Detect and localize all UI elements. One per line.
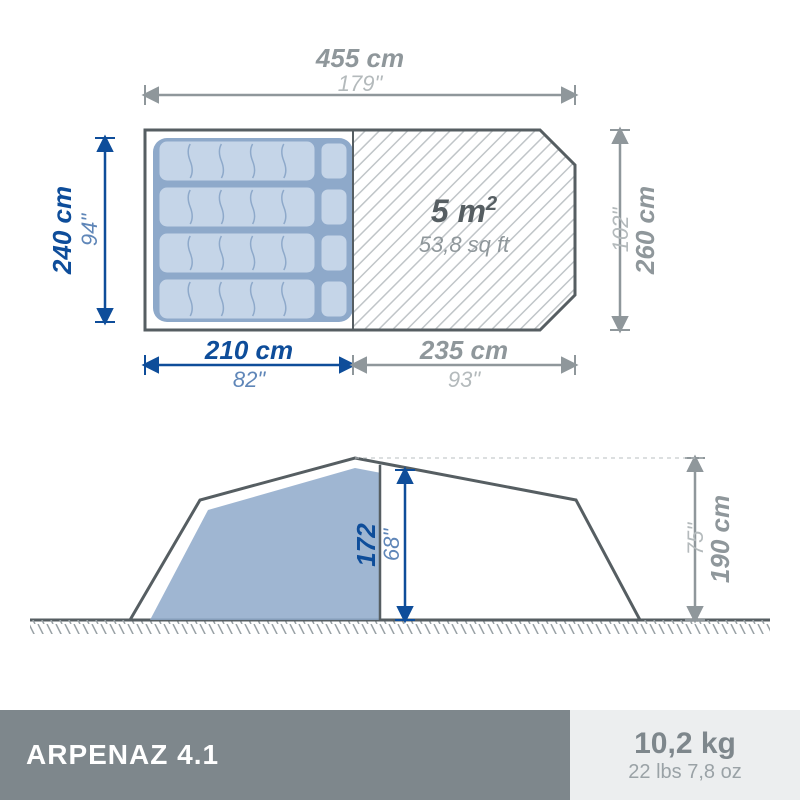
dim-label: 93" <box>448 367 481 392</box>
pillow <box>321 235 347 271</box>
weight-lbs: 22 lbs 7,8 oz <box>628 761 741 784</box>
dim-label: 179" <box>338 71 384 96</box>
pillow <box>321 189 347 225</box>
living-area-sqft: 53,8 sq ft <box>419 232 510 257</box>
pillow <box>321 281 347 317</box>
dim-label: 455 cm <box>315 43 404 73</box>
sleeping-pad <box>159 141 315 181</box>
living-area <box>353 130 575 330</box>
sleeping-pad <box>159 187 315 227</box>
dim-label: 172 <box>351 523 381 567</box>
product-name: ARPENAZ 4.1 <box>0 710 570 800</box>
sleeping-pad <box>159 233 315 273</box>
dim-label: 75" <box>683 522 708 555</box>
dim-label: 260 cm <box>630 186 660 275</box>
dim-label: 94" <box>77 213 102 246</box>
dim-label: 240 cm <box>47 186 77 275</box>
dim-label: 235 cm <box>419 335 508 365</box>
dim-label: 210 cm <box>204 335 293 365</box>
ground-hatch <box>30 620 770 634</box>
sleeping-pad <box>159 279 315 319</box>
dim-label: 190 cm <box>705 495 735 583</box>
product-weight: 10,2 kg 22 lbs 7,8 oz <box>570 710 800 800</box>
dim-label: 82" <box>233 367 266 392</box>
dim-label: 68" <box>379 528 404 561</box>
footer-bar: ARPENAZ 4.1 10,2 kg 22 lbs 7,8 oz <box>0 710 800 800</box>
pillow <box>321 143 347 179</box>
weight-kg: 10,2 kg <box>634 727 736 761</box>
dim-label: 102" <box>608 207 633 253</box>
